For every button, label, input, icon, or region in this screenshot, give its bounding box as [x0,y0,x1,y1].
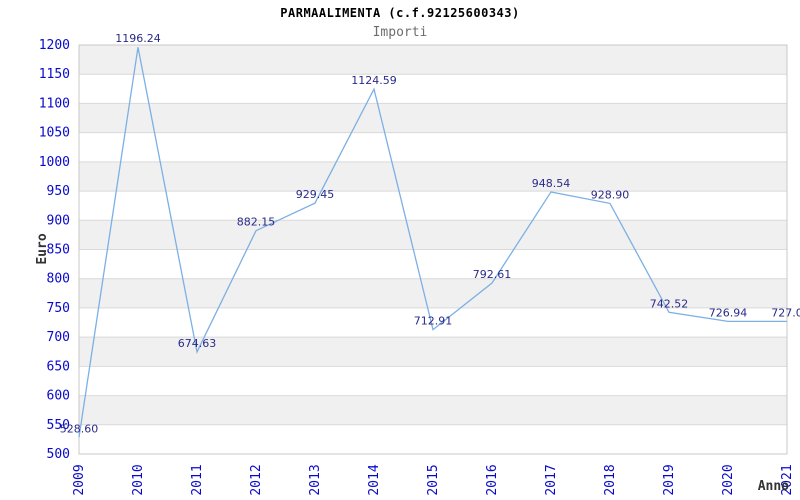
chart-subtitle: Importi [372,25,428,40]
data-label: 928.90 [591,188,630,201]
x-tick-label: 2017 [544,464,559,495]
band [79,278,787,308]
x-tick-label: 2010 [131,464,146,495]
plot-border [78,44,788,455]
y-tick-label: 1000 [39,155,70,170]
y-tick-label: 700 [47,330,70,345]
data-label: 948.54 [532,177,571,190]
data-label: 1124.59 [351,74,397,87]
bands [79,45,787,425]
x-tick-label: 2014 [367,464,382,495]
x-tick-label: 2013 [308,464,323,495]
y-tick-label: 500 [47,447,70,462]
y-tick-label: 1150 [39,67,70,82]
y-tick-label: 650 [47,359,70,374]
point-labels: 528.60 1196.24 674.63 882.15 929.45 1124.59 71… [60,32,800,435]
data-label: 1196.24 [115,32,161,45]
band [79,45,787,75]
y-tick-label: 1050 [39,126,70,141]
x-tick-label: 2019 [662,464,677,495]
y-tick-label: 850 [47,243,70,258]
series-line [78,47,788,438]
y-tick-label: 1200 [39,38,70,53]
y-tick-label: 1100 [39,96,70,111]
x-tick-label: 2020 [721,464,736,495]
data-label: 792.61 [473,268,512,281]
x-tick-label: 2015 [426,464,441,495]
y-axis-title: Euro [35,233,50,264]
y-tick-label: 750 [47,301,70,316]
data-label: 742.52 [650,297,689,310]
y-tick-label: 600 [47,389,70,404]
band [79,161,787,192]
band [79,103,787,133]
band [79,220,787,250]
x-tick-label: 2018 [603,464,618,495]
band [79,395,787,425]
data-label: 674.63 [178,337,217,350]
data-label: 727.0 [771,306,800,319]
x-tick-label: 2009 [72,464,87,495]
y-tick-label: 800 [47,272,70,287]
chart-title: PARMAALIMENTA (c.f.92125600343) [280,6,520,20]
x-tick-labels: 2009 2010 2011 2012 2013 2014 2015 2016 2017 2018… [72,464,795,495]
y-tick-labels: 500 550 600 650 700 750 800 850 900 950 1000 1050 11… [39,38,70,462]
data-label: 882.15 [237,216,276,229]
data-label: 929.45 [296,188,335,201]
y-tick-label: 550 [47,418,70,433]
y-tick-label: 900 [47,213,70,228]
x-tick-label: 2011 [190,464,205,495]
y-tick-label: 950 [47,184,70,199]
x-axis-title: Anno [758,479,789,494]
data-label: 726.94 [709,306,748,319]
data-label: 712.91 [414,315,453,328]
data-label: 528.60 [60,422,99,435]
x-tick-label: 2021 [780,464,795,495]
x-tick-label: 2016 [485,464,500,495]
x-tick-label: 2012 [249,464,264,495]
